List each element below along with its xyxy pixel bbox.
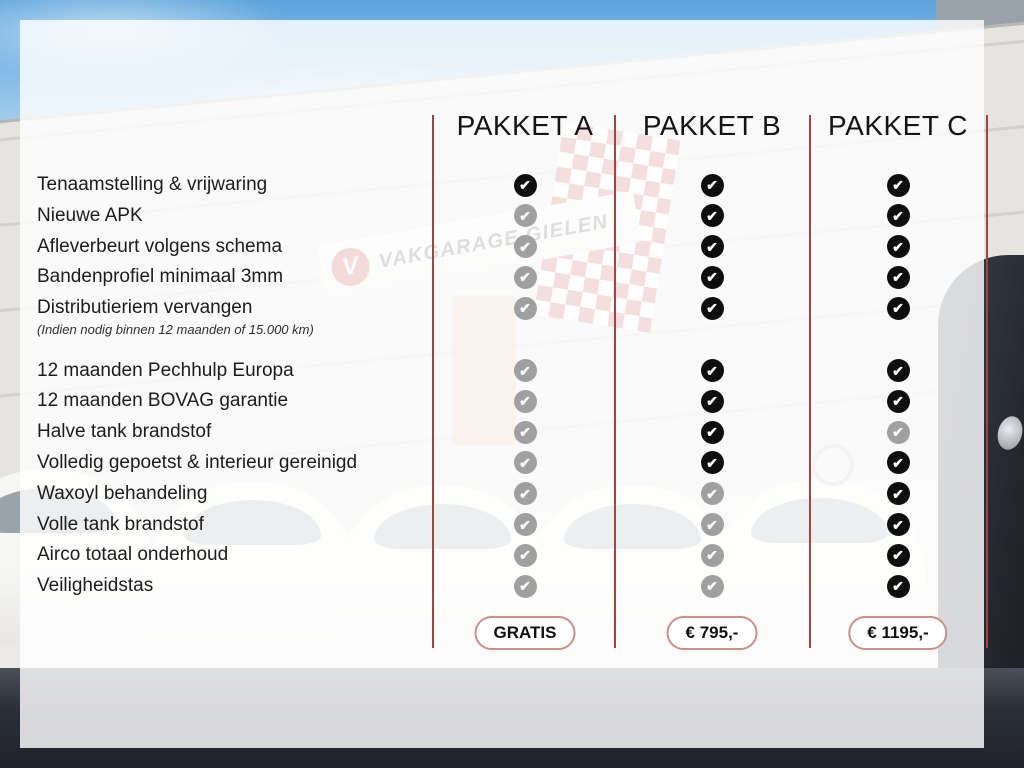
check-icon-included: ✔ — [700, 451, 724, 475]
check-icon-included: ✔ — [886, 204, 910, 228]
check-icon-included: ✔ — [886, 543, 910, 567]
check-icon-excluded: ✔ — [513, 204, 537, 228]
check-icon-included: ✔ — [886, 513, 910, 536]
check-icon-excluded: ✔ — [513, 482, 537, 506]
feature-label: Volle tank brandstof — [37, 513, 204, 535]
check-icon-excluded: ✔ — [513, 235, 537, 259]
check-icon-excluded: ✔ — [513, 543, 537, 567]
check-icon-excluded: ✔ — [513, 451, 537, 475]
check-icon-included: ✔ — [700, 420, 724, 444]
check-icon-included: ✔ — [700, 265, 724, 289]
column-divider-line — [432, 115, 434, 648]
check-icon-included: ✔ — [886, 235, 910, 259]
package-header-b: PAKKET B — [642, 110, 782, 141]
feature-label: Bandenprofiel minimaal 3mm — [37, 266, 284, 288]
check-icon-excluded: ✔ — [700, 482, 724, 506]
check-icon-excluded: ✔ — [700, 513, 724, 536]
feature-label: Volledig gepoetst & interieur gereinigd — [37, 451, 358, 473]
check-icon-included: ✔ — [886, 359, 910, 382]
check-icon-excluded: ✔ — [886, 420, 910, 444]
feature-label: Airco totaal onderhoud — [37, 544, 229, 566]
column-divider-line — [986, 115, 988, 648]
check-icon-included: ✔ — [886, 296, 910, 320]
price-button-pakket-a[interactable]: GRATIS — [474, 616, 576, 650]
check-icon-excluded: ✔ — [513, 574, 537, 598]
package-header-a: PAKKET A — [456, 110, 594, 141]
feature-label: Nieuwe APK — [37, 204, 143, 226]
check-icon-included: ✔ — [886, 389, 910, 413]
feature-note: (Indien nodig binnen 12 maanden of 15.00… — [37, 322, 314, 338]
package-header-c: PAKKET C — [828, 110, 968, 141]
check-icon-included: ✔ — [886, 574, 910, 598]
check-icon-excluded: ✔ — [513, 359, 537, 382]
check-icon-included: ✔ — [886, 265, 910, 289]
check-icon-included: ✔ — [513, 173, 537, 197]
check-icon-excluded: ✔ — [513, 389, 537, 413]
check-icon-included: ✔ — [700, 173, 724, 197]
check-icon-included: ✔ — [700, 296, 724, 320]
check-icon-excluded: ✔ — [700, 543, 724, 567]
check-icon-included: ✔ — [886, 451, 910, 475]
feature-label: Veiligheidstas — [37, 575, 154, 597]
check-icon-excluded: ✔ — [513, 265, 537, 289]
check-icon-included: ✔ — [886, 173, 910, 197]
check-icon-excluded: ✔ — [513, 513, 537, 536]
check-icon-included: ✔ — [700, 359, 724, 382]
column-divider-line — [614, 115, 616, 648]
column-divider-line — [809, 115, 811, 648]
price-button-pakket-c[interactable]: € 1195,- — [848, 616, 948, 650]
feature-label: 12 maanden Pechhulp Europa — [37, 359, 294, 381]
check-icon-excluded: ✔ — [513, 296, 537, 320]
check-icon-excluded: ✔ — [700, 574, 724, 598]
feature-label: Distributieriem vervangen — [37, 297, 253, 319]
check-icon-excluded: ✔ — [513, 420, 537, 444]
check-icon-included: ✔ — [886, 482, 910, 506]
feature-label: Tenaamstelling & vrijwaring — [37, 174, 268, 195]
feature-label: Afleverbeurt volgens schema — [37, 235, 283, 257]
check-icon-included: ✔ — [700, 389, 724, 413]
feature-label: 12 maanden BOVAG garantie — [37, 390, 289, 412]
check-icon-included: ✔ — [700, 204, 724, 228]
feature-label: Waxoyl behandeling — [37, 482, 208, 504]
check-icon-included: ✔ — [700, 235, 724, 259]
price-button-pakket-b[interactable]: € 795,- — [666, 616, 758, 650]
feature-label: Halve tank brandstof — [37, 421, 212, 443]
